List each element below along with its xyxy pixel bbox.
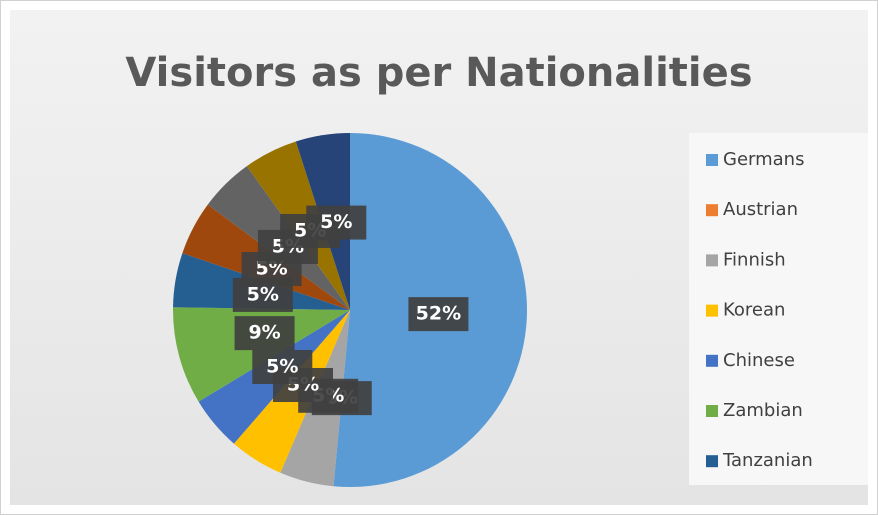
legend-box [689,133,868,485]
legend-label: Austrian [723,199,798,220]
legend-label: Germans [723,149,804,170]
legend-swatch [706,154,718,166]
legend-swatch [706,405,718,417]
legend-label: Finnish [723,249,786,270]
data-label: 5% [247,283,279,305]
data-label: 9% [248,322,280,344]
legend-swatch [706,304,718,317]
legend: Germans Austrian Finnish Korean Chinese Zambi… [706,149,813,471]
data-labels: 52%0%5%5%5%9%5%5%5%5%5% [232,205,469,416]
legend-swatch [706,254,718,267]
legend-label: Tanzanian [722,450,813,471]
data-label-box [234,316,295,351]
legend-label: Korean [723,300,785,321]
legend-swatch [706,204,718,217]
data-label: 5% [266,356,298,378]
legend-label: Chinese [723,350,795,371]
data-label: 52% [416,303,461,325]
data-label-box [306,205,367,240]
legend-swatch [706,354,718,367]
data-label-box [252,350,313,385]
chart-title: Visitors as per Nationalities [125,50,752,96]
data-label-box [408,297,469,332]
legend-swatch [706,455,718,468]
pie [173,133,528,487]
legend-label: Zambian [723,400,803,421]
data-label: 5% [320,211,352,233]
